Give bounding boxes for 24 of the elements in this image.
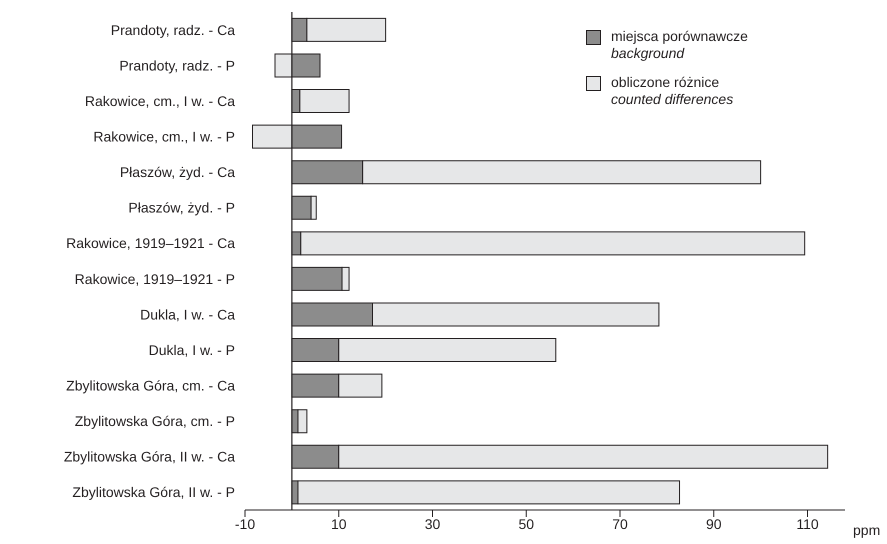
y-tick-label: Płaszów, żyd. - Ca [120,164,236,180]
x-tick-label: -10 [234,516,256,532]
y-tick-label: Zbylitowska Góra, II w. - P [72,484,235,500]
legend-label: obliczone różnice counted differences [611,74,734,108]
x-tick-label: 70 [612,516,628,532]
y-tick-label: Prandoty, radz. - P [119,57,235,74]
y-tick-label: Płaszów, żyd. - P [128,200,235,216]
y-tick-label: Rakowice, cm., I w. - Ca [84,92,236,109]
y-tick-label: Zbylitowska Góra, cm. - P [74,413,235,430]
y-tick-label: Zbylitowska Góra, cm. - Ca [66,377,236,394]
x-tick-label: 10 [330,516,347,532]
x-tick-label: 110 [796,516,819,532]
y-tick-label: Rakowice, 1919–1921 - P [74,270,235,287]
y-tick-label: Rakowice, cm., I w. - P [93,128,235,144]
x-tick-label: 90 [706,516,722,532]
y-tick-label: Rakowice, 1919–1921 - Ca [66,235,236,252]
y-tick-label: Dukla, I w. - Ca [140,306,236,322]
x-tick-label: 30 [424,516,440,532]
x-tick-label: 50 [518,516,534,532]
legend-label: miejsca porównawcze background [611,28,748,62]
y-tick-label: Dukla, I w. - P [148,342,235,358]
y-tick-label: Zbylitowska Góra, II w. - Ca [64,448,236,465]
y-tick-label: Prandoty, radz. - Ca [110,22,236,38]
x-axis-title: ppm [853,522,880,538]
